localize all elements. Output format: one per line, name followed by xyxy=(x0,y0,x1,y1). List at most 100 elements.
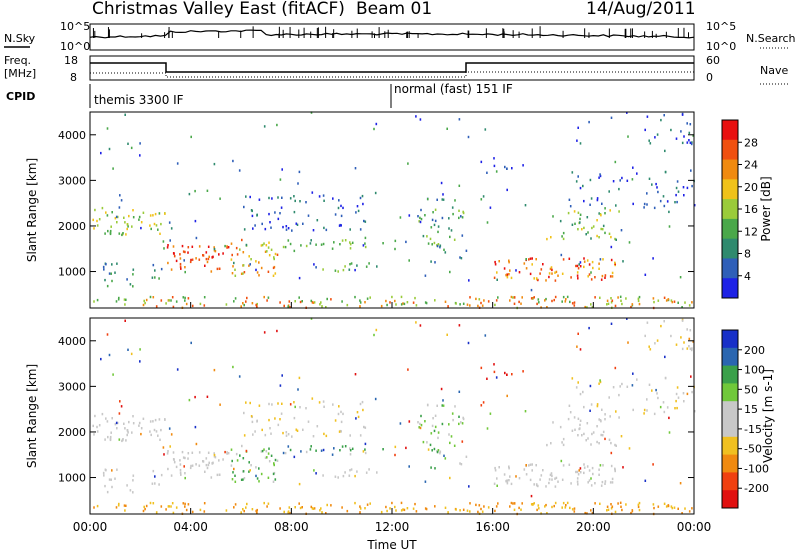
power-cell xyxy=(349,263,351,266)
power-cell xyxy=(573,210,576,213)
power-cell xyxy=(574,222,576,225)
velocity-cell xyxy=(274,417,276,420)
power-cell xyxy=(609,209,611,212)
power-cell xyxy=(573,301,576,304)
power-cell xyxy=(573,304,576,307)
velocity-cell xyxy=(264,456,267,459)
power-cell xyxy=(554,295,557,299)
velocity-cell xyxy=(551,505,553,509)
power-cell xyxy=(604,274,607,277)
power-cell xyxy=(542,263,544,266)
velocity-cell xyxy=(281,402,283,405)
power-cell xyxy=(439,244,442,247)
velocity-cell xyxy=(143,505,145,509)
velocity-cell xyxy=(577,473,580,476)
velocity-cell xyxy=(590,477,592,480)
velocity-cell xyxy=(248,461,250,464)
power-cell xyxy=(109,231,112,234)
velocity-cell xyxy=(250,464,252,467)
power-cell xyxy=(550,266,553,269)
velocity-cell xyxy=(349,434,351,437)
power-cell xyxy=(653,300,655,304)
power-cell xyxy=(176,162,179,165)
power-cell xyxy=(555,270,558,274)
velocity-cell xyxy=(248,470,250,473)
power-cell xyxy=(256,271,259,274)
power-cell xyxy=(621,176,623,180)
velocity-cell xyxy=(243,477,246,480)
velocity-cell xyxy=(664,355,666,359)
velocity-cell xyxy=(562,501,565,505)
velocity-cell xyxy=(434,467,436,470)
velocity-cell xyxy=(621,508,623,512)
power-cell xyxy=(684,301,686,304)
power-cell xyxy=(508,261,510,264)
velocity-cell xyxy=(299,406,301,409)
velocity-cell xyxy=(598,418,600,421)
power-cell xyxy=(509,299,511,302)
nave-tick-top: 60 xyxy=(706,54,720,67)
power-cell xyxy=(663,114,665,117)
power-cell xyxy=(359,301,362,304)
velocity-cell xyxy=(175,506,178,509)
date-label: 14/Aug/2011 xyxy=(586,0,696,19)
power-cell xyxy=(173,252,175,255)
power-cell xyxy=(154,269,156,272)
velocity-cell xyxy=(391,501,393,505)
velocity-cell xyxy=(562,464,565,467)
power-cell xyxy=(609,275,612,278)
power-cell xyxy=(513,296,516,299)
velocity-cell xyxy=(305,407,307,410)
power-cell xyxy=(168,299,170,302)
power-cell xyxy=(291,229,293,232)
velocity-cell xyxy=(289,448,292,452)
power-cell xyxy=(528,258,530,261)
power-cell xyxy=(277,217,280,221)
power-cell xyxy=(98,218,101,221)
power-cell xyxy=(213,247,216,251)
power-cell xyxy=(96,224,99,227)
power-cell xyxy=(620,229,623,232)
velocity-cell xyxy=(245,449,248,453)
velocity-cell xyxy=(564,506,567,509)
velocity-cell xyxy=(340,430,342,433)
power-cell xyxy=(282,225,284,229)
power-cell xyxy=(139,142,141,145)
velocity-cell xyxy=(268,460,271,463)
power-cell xyxy=(675,137,678,140)
velocity-cell xyxy=(241,444,243,448)
velocity-cell xyxy=(533,502,535,505)
power-cell xyxy=(531,257,533,260)
velocity-cell xyxy=(268,447,270,450)
velocity-cell xyxy=(638,508,641,512)
power-cell xyxy=(448,227,450,230)
velocity-cell xyxy=(608,396,610,399)
velocity-cell xyxy=(513,508,516,511)
velocity-cell xyxy=(461,440,464,443)
power-cell xyxy=(469,304,471,307)
power-cell xyxy=(274,211,276,214)
power-cell xyxy=(391,295,393,299)
velocity-cell xyxy=(579,392,582,396)
power-cell xyxy=(653,206,656,210)
power-cell xyxy=(536,278,538,281)
power-cell xyxy=(679,276,682,279)
power-cell xyxy=(577,277,579,280)
velocity-cell xyxy=(267,452,270,455)
velocity-cell xyxy=(234,503,237,506)
velocity-cell xyxy=(544,505,546,508)
velocity-cell xyxy=(365,471,368,474)
nsearch-tick-bottom: 10^0 xyxy=(706,40,736,53)
power-cell xyxy=(442,198,445,201)
velocity-cell xyxy=(662,401,665,404)
velocity-cell xyxy=(663,320,665,323)
velocity-cell xyxy=(620,505,622,508)
velocity-cell xyxy=(424,507,427,510)
velocity-cell xyxy=(689,329,692,332)
power-cell xyxy=(243,271,246,274)
power-cell xyxy=(533,277,535,280)
velocity-cell xyxy=(594,482,596,485)
power-cell xyxy=(482,195,485,198)
power-cell xyxy=(588,273,591,276)
